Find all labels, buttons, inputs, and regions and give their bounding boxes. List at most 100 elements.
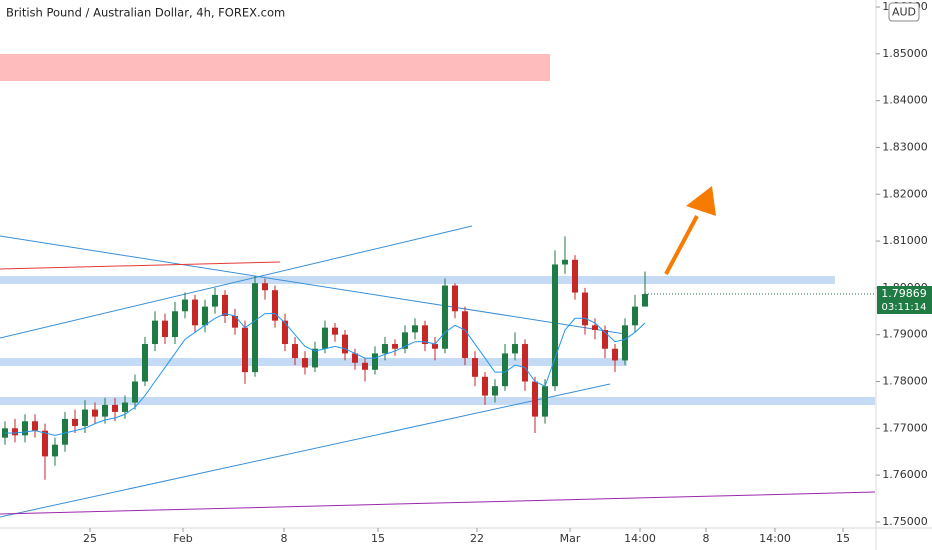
trend-line — [0, 383, 611, 518]
candle-body — [372, 353, 378, 370]
x-tick-label: 22 — [470, 532, 484, 545]
y-tick-label: 1.82000 — [882, 187, 928, 200]
candle-body — [362, 362, 368, 370]
candle-body — [342, 334, 348, 354]
arrow — [664, 215, 699, 275]
candle-body — [142, 344, 148, 382]
candle-body — [582, 292, 588, 326]
candle-body — [242, 327, 248, 373]
candle-body — [332, 327, 338, 335]
resistance-zone — [0, 54, 550, 81]
candle-body — [62, 418, 68, 445]
arrow-head — [686, 186, 716, 216]
candle-body — [522, 344, 528, 382]
candle-body — [132, 381, 138, 403]
candle-body — [42, 430, 48, 457]
y-tick-label: 1.83000 — [882, 140, 928, 153]
candle-body — [642, 294, 648, 307]
candle-body — [402, 332, 408, 349]
candle-body — [182, 299, 188, 312]
plot — [2, 236, 875, 480]
y-tick-label: 1.77000 — [882, 421, 928, 434]
candle-body — [612, 348, 618, 361]
candle-body — [482, 376, 488, 396]
zone — [0, 397, 875, 405]
candle-body — [122, 402, 128, 412]
candle-body — [422, 325, 428, 345]
candle-body — [462, 311, 468, 359]
y-tick-label: 1.85000 — [882, 47, 928, 60]
trend-line — [0, 491, 876, 515]
x-tick-label: 8 — [703, 532, 710, 545]
candle-body — [532, 381, 538, 417]
y-tick-label: 1.76000 — [882, 468, 928, 481]
candle-body — [602, 330, 608, 349]
price-badge: 1.79869 03:11:14 — [877, 286, 932, 315]
candle-body — [302, 358, 308, 368]
candle-body — [222, 294, 228, 316]
candle-body — [192, 299, 198, 326]
candle-body — [412, 325, 418, 333]
candle-body — [282, 320, 288, 345]
candle-body — [72, 418, 78, 426]
trend-line — [0, 261, 281, 270]
x-tick-label: 15 — [836, 532, 850, 545]
currency: AUD — [892, 6, 916, 19]
candle-body — [252, 283, 258, 373]
candle-body — [102, 404, 108, 417]
y-tick-label: 1.78000 — [882, 374, 928, 387]
candle-body — [112, 404, 118, 412]
chart-title: British Pound / Australian Dollar, 4h, F… — [6, 6, 285, 20]
candle-body — [92, 409, 98, 417]
candle-body — [472, 358, 478, 377]
candle-body — [382, 344, 388, 354]
candle-body — [542, 386, 548, 417]
candle-body — [232, 315, 238, 328]
candle-body — [12, 428, 18, 436]
candle-body — [272, 290, 278, 321]
candle-body — [162, 320, 168, 338]
moving-average — [5, 313, 646, 436]
candle-body — [202, 306, 208, 326]
x-tick-label: 14:00 — [624, 532, 656, 545]
candle-body — [322, 327, 328, 349]
candle-body — [572, 259, 578, 293]
candle-body — [262, 283, 268, 291]
candle-body — [432, 344, 438, 349]
candle-body — [352, 353, 358, 363]
x-tick-label: 15 — [371, 532, 385, 545]
last-price-box — [877, 286, 932, 315]
candle-body — [212, 294, 218, 307]
candle-body — [82, 409, 88, 426]
candle-body — [442, 285, 448, 349]
trend-line — [0, 225, 473, 339]
candle-body — [22, 421, 28, 436]
candle-body — [312, 348, 318, 368]
candle-body — [492, 386, 498, 396]
candle-body — [632, 306, 638, 326]
candle-body — [152, 320, 158, 345]
candle-body — [512, 344, 518, 354]
candle-body — [592, 325, 598, 330]
zone — [0, 276, 835, 284]
last-price: 1.79869 — [881, 287, 927, 300]
candle-body — [392, 344, 398, 349]
candle-body — [562, 259, 568, 265]
y-tick-label: 1.81000 — [882, 234, 928, 247]
y-tick-label: 1.84000 — [882, 94, 928, 107]
candle-body — [552, 264, 558, 387]
x-tick-label: 25 — [83, 532, 97, 545]
candle-body — [172, 311, 178, 338]
candle-body — [32, 421, 38, 431]
y-tick-label: 1.79000 — [882, 328, 928, 341]
countdown: 03:11:14 — [882, 302, 927, 313]
candle-body — [622, 325, 628, 361]
candle-body — [502, 353, 508, 387]
currency-badge[interactable] — [888, 2, 920, 22]
x-tick-label: Mar — [560, 532, 581, 545]
candle-body — [52, 444, 58, 457]
candle-body — [452, 285, 458, 312]
x-tick-label: 14:00 — [759, 532, 791, 545]
